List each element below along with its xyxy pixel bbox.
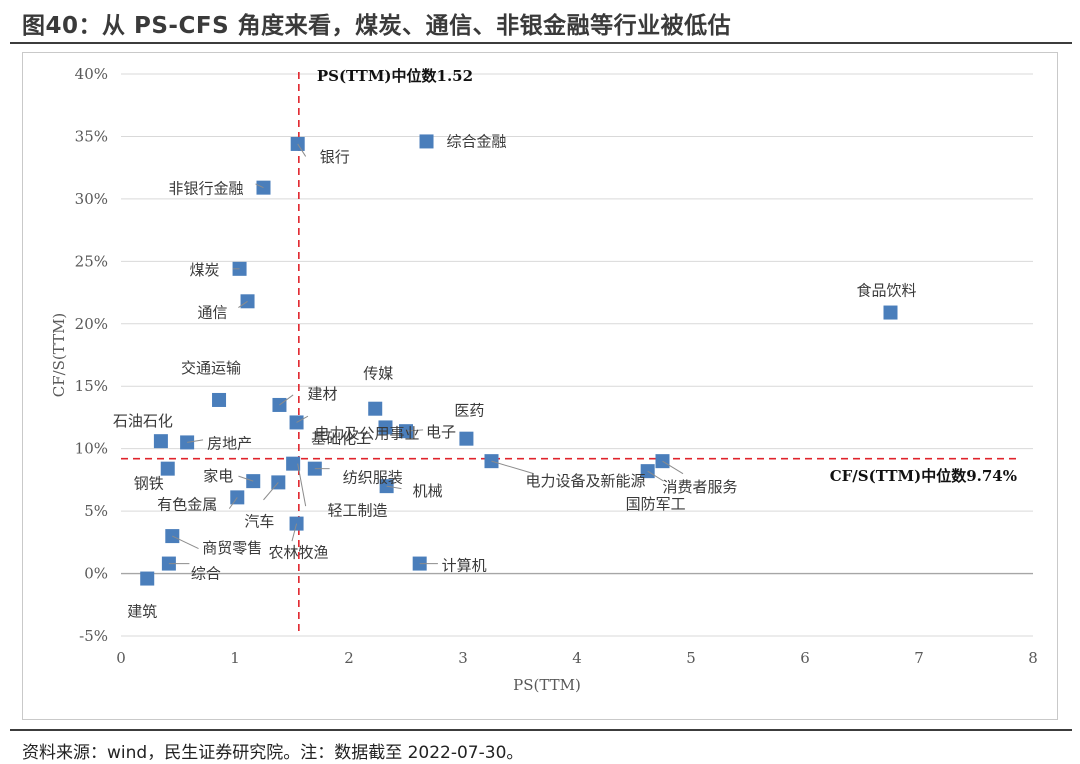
chart-frame [22, 52, 1058, 720]
data-label: 食品饮料 [857, 282, 917, 300]
x-tick-label: 2 [344, 649, 354, 667]
leader-line [238, 300, 248, 308]
data-label: 电力设备及新能源 [526, 472, 646, 490]
x-tick-label: 6 [800, 649, 810, 667]
x-tick-label: 7 [914, 649, 924, 667]
leader-line [405, 429, 424, 432]
leader-line [263, 482, 279, 501]
data-label: 传媒 [363, 365, 393, 383]
x-tick-label: 1 [230, 649, 240, 667]
data-label: 消费者服务 [663, 478, 738, 496]
data-label: 基础化工 [311, 430, 371, 448]
data-label: 综合 [191, 565, 221, 583]
data-point [153, 434, 168, 449]
data-label: 有色金属 [157, 495, 217, 513]
data-point [883, 305, 898, 320]
data-label: 非银行金融 [168, 180, 243, 198]
data-label: 钢铁 [134, 475, 164, 493]
data-label: 电子 [426, 423, 456, 441]
data-point [286, 456, 301, 471]
y-tick-label: 35% [75, 127, 108, 145]
data-label: 纺织服装 [343, 469, 403, 487]
y-tick-label: 0% [84, 565, 108, 583]
leader-line [662, 460, 684, 475]
x-tick-label: 4 [572, 649, 582, 667]
x-tick-label: 0 [116, 649, 126, 667]
data-point [140, 571, 155, 586]
y-tick-label: 5% [84, 502, 108, 520]
data-label: 交通运输 [181, 359, 241, 377]
data-label: 轻工制造 [327, 501, 387, 519]
y-tick-label: 10% [75, 440, 108, 458]
data-point [419, 134, 434, 149]
data-label: 电力及公用事业 [315, 424, 420, 442]
data-point [160, 461, 175, 476]
data-label: 计算机 [442, 557, 487, 575]
data-label: 国防军工 [626, 495, 686, 513]
leader-line [297, 463, 307, 507]
leader-line [296, 415, 309, 423]
x-axis-title: PS(TTM) [513, 676, 581, 694]
data-label: 通信 [198, 303, 228, 321]
data-label: 石油石化 [113, 412, 173, 430]
x-tick-label: 5 [686, 649, 696, 667]
data-label: 医药 [454, 402, 484, 420]
data-label: 建筑 [127, 603, 157, 621]
leader-line [172, 535, 199, 550]
data-point [212, 392, 227, 407]
median-x-label: PS(TTM)中位数1.52 [317, 67, 473, 85]
footer-rule [10, 729, 1072, 731]
data-label: 机械 [413, 482, 443, 500]
data-label: 煤炭 [190, 261, 220, 279]
leader-line [279, 394, 294, 406]
data-label: 农林牧渔 [269, 544, 329, 562]
leader-line [647, 470, 664, 482]
data-point [459, 431, 474, 446]
x-tick-label: 8 [1028, 649, 1038, 667]
data-label: 家电 [203, 467, 233, 485]
y-tick-label: 15% [75, 377, 108, 395]
source-note: 资料来源：wind，民生证券研究院。注：数据截至 2022-07-30。 [22, 743, 524, 763]
median-y-label: CF/S(TTM)中位数9.74% [830, 467, 1017, 485]
leader-line [386, 485, 402, 490]
y-tick-label: 30% [75, 190, 108, 208]
y-tick-label: -5% [79, 627, 108, 645]
x-tick-label: 3 [458, 649, 468, 667]
data-label: 综合金融 [447, 132, 507, 150]
leader-line [491, 460, 534, 475]
y-tick-label: 25% [75, 252, 108, 270]
leader-line [238, 475, 254, 482]
figure-title: 图40：从 PS-CFS 角度来看，煤炭、通信、非银金融等行业被低估 [22, 13, 732, 39]
data-label: 房地产 [207, 434, 252, 452]
y-axis-title: CF/S(TTM) [50, 313, 68, 398]
title-underline [10, 42, 1072, 44]
leader-line [255, 183, 264, 189]
data-label: 建材 [307, 385, 337, 403]
leader-line [297, 143, 307, 157]
data-label: 银行 [320, 148, 350, 166]
data-point [378, 420, 393, 435]
leader-line [291, 523, 298, 542]
y-tick-label: 40% [75, 65, 108, 83]
y-tick-label: 20% [75, 315, 108, 333]
leader-line [228, 497, 238, 509]
data-label: 汽车 [244, 512, 274, 530]
leader-line [187, 439, 204, 443]
data-point [368, 401, 383, 416]
data-label: 商贸零售 [202, 539, 262, 557]
